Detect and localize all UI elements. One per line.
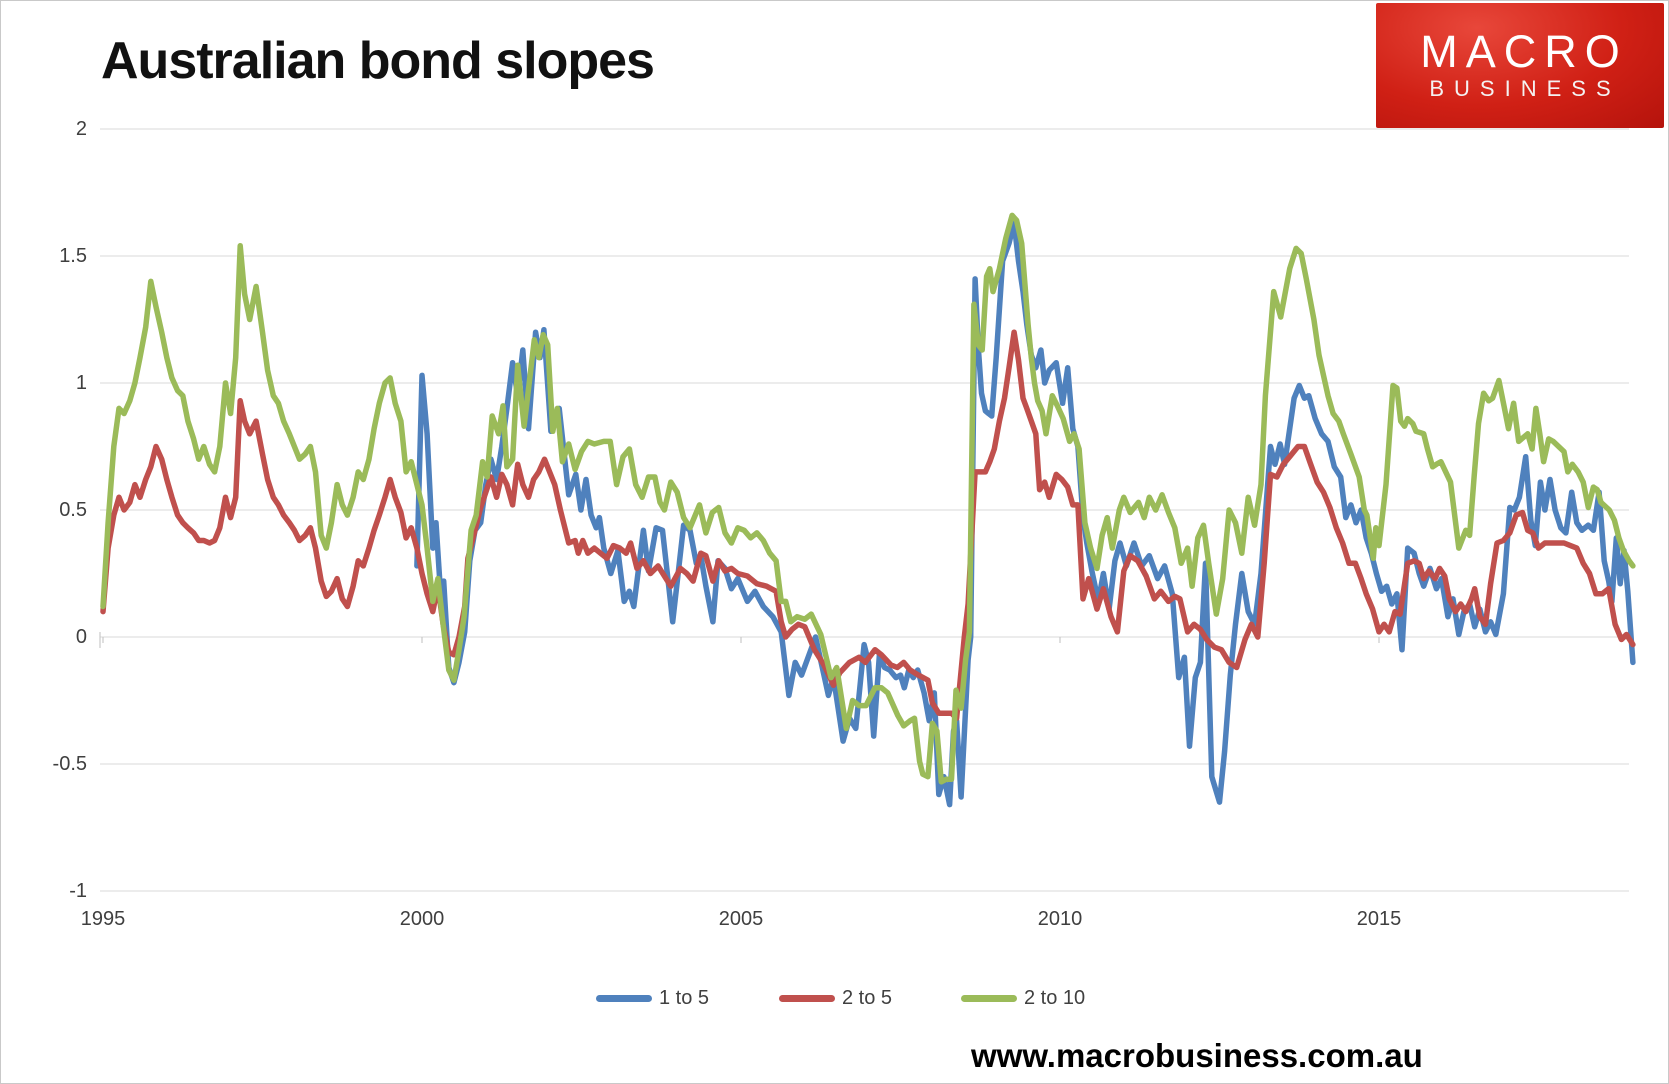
legend-item-2to10: 2 to 10 — [961, 987, 1085, 1009]
y-tick-label: 0.5 — [59, 499, 87, 521]
y-tick-label: 0 — [75, 626, 87, 648]
series-line-2-to-10 — [100, 212, 1636, 785]
logo-text-business: BUSINESS — [1429, 76, 1621, 102]
x-tick-label: 2015 — [1356, 908, 1402, 930]
x-tick-label: 2000 — [399, 908, 445, 930]
y-tick-label: -0.5 — [52, 753, 87, 775]
series-line-1-to-5 — [414, 220, 1636, 808]
legend-label-2to5: 2 to 5 — [842, 987, 893, 1009]
x-tick-label: 2010 — [1037, 908, 1083, 930]
x-tick-label: 2005 — [718, 908, 764, 930]
legend-item-1to5: 1 to 5 — [596, 987, 709, 1009]
y-tick-label: -1 — [69, 880, 87, 902]
series-line-2-to-5 — [100, 329, 1636, 722]
legend-swatch-blue — [596, 994, 652, 1002]
y-tick-label: 2 — [75, 118, 87, 140]
y-tick-label: 1.5 — [59, 245, 87, 267]
legend-item-2to5: 2 to 5 — [779, 987, 892, 1009]
macrobusiness-logo: MACRO BUSINESS — [1376, 3, 1664, 128]
chart-title: Australian bond slopes — [101, 32, 655, 90]
legend-label-2to10: 2 to 10 — [1024, 987, 1086, 1009]
footer-url: www.macrobusiness.com.au — [971, 1037, 1423, 1074]
y-tick-label: 1 — [75, 372, 87, 394]
logo-text-macro: MACRO — [1420, 26, 1628, 78]
legend-swatch-red — [779, 994, 835, 1002]
legend-label-1to5: 1 to 5 — [659, 987, 710, 1009]
x-tick-label: 1995 — [80, 908, 126, 930]
legend-swatch-green — [961, 994, 1017, 1002]
